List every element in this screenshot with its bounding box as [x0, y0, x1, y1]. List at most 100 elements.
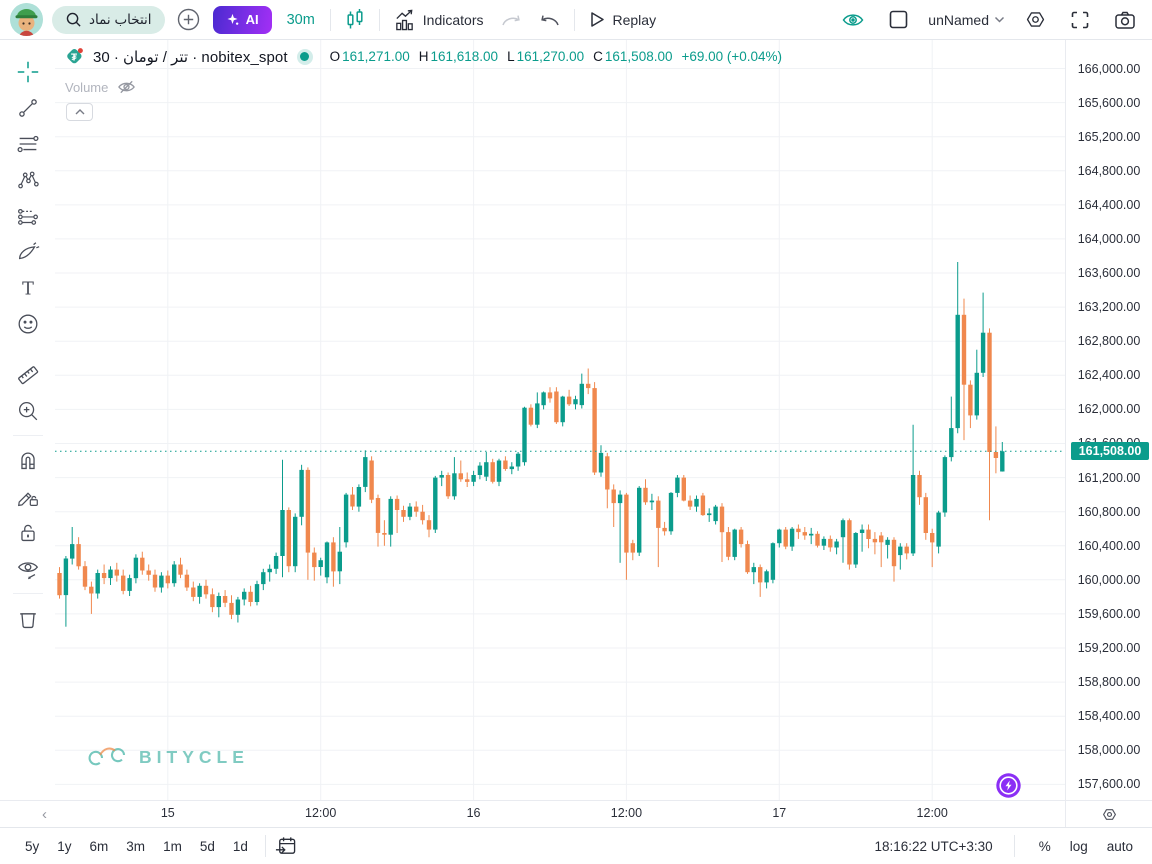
- tool-brush[interactable]: [10, 235, 46, 268]
- range-5y-button[interactable]: 5y: [16, 835, 48, 858]
- tool-zoom-in[interactable]: [10, 394, 46, 427]
- percent-scale-button[interactable]: %: [1036, 837, 1054, 856]
- time-axis[interactable]: 15 12:00 16 12:00 17 12:00: [55, 801, 1065, 827]
- range-1y-button[interactable]: 1y: [48, 835, 80, 858]
- plus-circle-icon: [177, 8, 200, 31]
- tool-ruler[interactable]: [10, 358, 46, 391]
- axis-settings-button[interactable]: [1098, 803, 1120, 825]
- tool-drawing-edit-lock[interactable]: [10, 480, 46, 513]
- low-value: 161,270.00: [516, 49, 585, 64]
- symbol-search-label: انتخاب نماد: [89, 11, 152, 27]
- toolbar-divider: [12, 593, 43, 594]
- indicators-label: Indicators: [422, 11, 484, 28]
- axis-settings-corner: [1065, 801, 1152, 827]
- text-icon: T: [15, 275, 41, 301]
- market-status-icon[interactable]: [296, 48, 313, 65]
- support-chat-button[interactable]: [996, 773, 1021, 798]
- brush-icon: [15, 239, 41, 265]
- user-avatar[interactable]: [10, 3, 43, 36]
- auto-scale-button[interactable]: auto: [1104, 837, 1136, 856]
- tool-fib-retracement[interactable]: [10, 127, 46, 160]
- top-toolbar-right: unNamed: [838, 5, 1140, 35]
- tool-hide-drawings[interactable]: [10, 552, 46, 585]
- ruler-icon: [15, 362, 41, 388]
- tool-text[interactable]: T: [10, 271, 46, 304]
- replay-label: Replay: [612, 11, 657, 28]
- visibility-eye-icon: [841, 11, 865, 29]
- tool-xabcd-pattern[interactable]: [10, 163, 46, 196]
- time-tick-label: 12:00: [610, 806, 643, 820]
- redo-icon: [500, 11, 522, 29]
- close-label: C: [593, 49, 603, 64]
- go-to-date-button[interactable]: [274, 835, 297, 857]
- layout-name-dropdown[interactable]: unNamed: [928, 12, 1005, 28]
- bottom-toolbar: 5y 1y 6m 3m 1m 5d 1d 18:16:22 UTC+3:30 %…: [0, 827, 1152, 864]
- range-1m-button[interactable]: 1m: [154, 835, 191, 858]
- toolbar-divider: [12, 435, 43, 436]
- replay-play-icon: [588, 10, 605, 29]
- fullscreen-icon: [1070, 10, 1090, 30]
- tool-lock-all-drawings[interactable]: [10, 516, 46, 549]
- clock-timezone-button[interactable]: 18:16:22 UTC+3:30: [874, 838, 993, 854]
- volume-label[interactable]: Volume: [65, 79, 109, 95]
- timeframe-button[interactable]: 30m: [281, 12, 321, 28]
- tool-remove-drawings[interactable]: [10, 602, 46, 635]
- chart-pane[interactable]: ₮ تتر / تومان · 30 · nobitex_spot O 161,2…: [55, 40, 1065, 800]
- replay-button[interactable]: Replay: [584, 10, 660, 29]
- symbol-title[interactable]: تتر / تومان · 30 · nobitex_spot: [93, 48, 288, 66]
- lock-icon: [15, 520, 41, 546]
- screenshot-button[interactable]: [1110, 5, 1140, 35]
- volume-row: Volume: [65, 79, 136, 95]
- search-icon: [65, 11, 82, 28]
- redo-button[interactable]: [496, 5, 526, 35]
- ai-label: AI: [245, 12, 259, 27]
- fullscreen-button[interactable]: [1065, 5, 1095, 35]
- fib-retracement-icon: [15, 131, 41, 157]
- layout-select-button[interactable]: [883, 5, 913, 35]
- price-tick-label: 163,200.00: [1077, 300, 1141, 315]
- chart-style-button[interactable]: [340, 5, 370, 35]
- undo-icon: [539, 11, 561, 29]
- main-area: T: [0, 40, 1152, 800]
- pencil-lock-icon: [15, 484, 41, 510]
- price-axis[interactable]: 161,508.00 166,000.00 165,600.00 165,200.0…: [1065, 40, 1152, 800]
- price-tick-label: 159,200.00: [1077, 641, 1141, 656]
- time-axis-left-corner: ‹: [0, 801, 55, 827]
- open-value: 161,271.00: [342, 49, 410, 64]
- tool-projection[interactable]: [10, 199, 46, 232]
- log-scale-button[interactable]: log: [1067, 837, 1091, 856]
- svg-text:₮: ₮: [71, 52, 77, 63]
- range-5d-button[interactable]: 5d: [191, 835, 224, 858]
- price-tick-label: 161,200.00: [1077, 470, 1141, 485]
- price-tick-label: 164,800.00: [1077, 163, 1141, 178]
- legend-collapse-button[interactable]: [66, 103, 93, 121]
- undo-button[interactable]: [535, 5, 565, 35]
- tool-emoji[interactable]: [10, 307, 46, 340]
- symbol-search-button[interactable]: انتخاب نماد: [52, 5, 165, 34]
- tool-magnet[interactable]: [10, 444, 46, 477]
- range-1d-button[interactable]: 1d: [224, 835, 257, 858]
- current-price-label: 161,508.00: [1071, 442, 1149, 461]
- top-toolbar: انتخاب نماد AI 30m: [0, 0, 1152, 40]
- trash-icon: [15, 606, 41, 632]
- range-3m-button[interactable]: 3m: [117, 835, 154, 858]
- visibility-toggle-button[interactable]: [838, 5, 868, 35]
- tool-crosshair[interactable]: [10, 55, 46, 88]
- crosshair-icon: [15, 59, 41, 85]
- settings-button[interactable]: [1020, 5, 1050, 35]
- eye-off-icon[interactable]: [117, 79, 136, 95]
- price-tick-label: 158,800.00: [1077, 675, 1141, 690]
- range-6m-button[interactable]: 6m: [81, 835, 118, 858]
- collapse-toolbar-icon[interactable]: ‹: [42, 805, 47, 823]
- time-axis-row: ‹ 15 12:00 16 12:00 17 12:00: [0, 800, 1152, 827]
- time-tick-label: 12:00: [305, 806, 337, 820]
- camera-icon: [1114, 10, 1136, 30]
- add-symbol-button[interactable]: [174, 5, 204, 35]
- candlestick-chart[interactable]: [55, 40, 1065, 800]
- indicators-button[interactable]: Indicators: [389, 9, 488, 31]
- ai-assistant-button[interactable]: AI: [212, 5, 272, 34]
- price-tick-label: 159,600.00: [1077, 606, 1141, 621]
- toolbar-divider: [329, 8, 331, 31]
- tool-trend-line[interactable]: [10, 91, 46, 124]
- toolbar-divider: [574, 8, 576, 31]
